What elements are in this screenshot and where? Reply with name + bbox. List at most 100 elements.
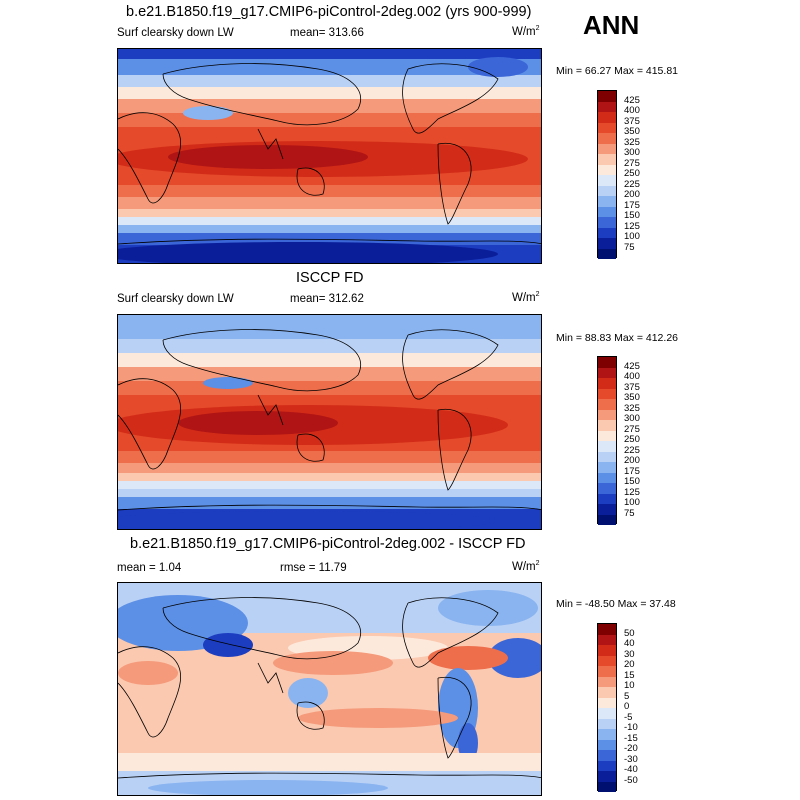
colorbar-swatch (598, 493, 616, 504)
colorbar-swatch (598, 409, 616, 420)
colorbar-tick-label: -50 (624, 774, 638, 786)
colorbar-tick-label: 225 (624, 178, 640, 190)
colorbar-swatch (598, 357, 616, 368)
colorbar-swatch (598, 133, 616, 144)
colorbar-swatch (598, 634, 616, 645)
panel3-map (117, 582, 542, 796)
panel1-variable-label: Surf clearsky down LW (117, 27, 234, 39)
colorbar-swatch (598, 750, 616, 761)
colorbar-tick-label: 75 (624, 507, 635, 519)
colorbar-tick-label: 275 (624, 423, 640, 435)
colorbar-tick-label: 5 (624, 690, 630, 702)
colorbar-swatch (598, 708, 616, 719)
colorbar-tick-label: 250 (624, 434, 640, 445)
colorbar-swatch (598, 420, 616, 431)
colorbar-swatch (598, 739, 616, 750)
panel2-minmax: Min = 88.83 Max = 412.26 (556, 332, 678, 344)
colorbar-tick-label: 225 (624, 444, 640, 456)
panel2-mean-label: mean= 312.62 (290, 293, 364, 305)
colorbar-tick-label: 50 (624, 627, 635, 639)
colorbar-swatch (598, 185, 616, 196)
colorbar-swatch (598, 122, 616, 133)
panel3-units: W/m2 (512, 560, 540, 573)
colorbar-swatch (598, 143, 616, 154)
colorbar-tick-label: 150 (624, 476, 640, 487)
colorbar-swatch (598, 451, 616, 462)
colorbar-swatch (598, 399, 616, 410)
colorbar-swatch (598, 666, 616, 677)
colorbar-tick-label: 75 (624, 241, 635, 253)
colorbar-tick-label: 100 (624, 231, 640, 242)
colorbar-swatch (598, 645, 616, 656)
panel2-units: W/m2 (512, 291, 540, 304)
colorbar-tick-label: 10 (624, 680, 635, 691)
colorbar-swatch (598, 771, 616, 782)
colorbar-swatch (598, 514, 616, 525)
panel2-colorbar (597, 356, 617, 525)
colorbar-swatch (598, 238, 616, 249)
colorbar-tick-label: 30 (624, 648, 635, 660)
panel3-title: b.e21.B1850.f19_g17.CMIP6-piControl-2deg… (130, 536, 526, 552)
colorbar-swatch (598, 154, 616, 165)
colorbar-swatch (598, 655, 616, 666)
colorbar-swatch (598, 483, 616, 494)
colorbar-swatch (598, 101, 616, 112)
colorbar-swatch (598, 697, 616, 708)
colorbar-swatch (598, 781, 616, 792)
colorbar-tick-label: 200 (624, 189, 640, 200)
colorbar-swatch (598, 388, 616, 399)
panel2-title: ISCCP FD (296, 270, 364, 286)
season-label: ANN (583, 10, 640, 40)
panel1-minmax: Min = 66.27 Max = 415.81 (556, 65, 678, 77)
colorbar-tick-label: -40 (624, 764, 638, 775)
colorbar-swatch (598, 624, 616, 635)
colorbar-tick-label: 350 (624, 392, 640, 403)
colorbar-tick-label: 375 (624, 381, 640, 393)
colorbar-tick-label: 375 (624, 115, 640, 127)
colorbar-swatch (598, 462, 616, 473)
colorbar-swatch (598, 196, 616, 207)
colorbar-tick-label: 20 (624, 659, 635, 670)
panel3-rmse-label: rmse = 11.79 (280, 562, 347, 574)
panel3-mean-label: mean = 1.04 (117, 562, 182, 574)
colorbar-tick-label: 400 (624, 105, 640, 116)
panel2-map (117, 314, 542, 530)
colorbar-swatch (598, 430, 616, 441)
colorbar-tick-label: 125 (624, 486, 640, 498)
colorbar-swatch (598, 175, 616, 186)
colorbar-tick-label: 15 (624, 669, 635, 681)
colorbar-tick-label: 300 (624, 147, 640, 158)
colorbar-tick-label: -10 (624, 722, 638, 733)
colorbar-swatch (598, 504, 616, 515)
colorbar-swatch (598, 687, 616, 698)
colorbar-swatch (598, 676, 616, 687)
colorbar-tick-label: 200 (624, 455, 640, 466)
colorbar-swatch (598, 112, 616, 123)
colorbar-tick-label: -5 (624, 711, 633, 723)
colorbar-tick-label: 325 (624, 136, 640, 148)
panel1-mean-label: mean= 313.66 (290, 27, 364, 39)
panel2-variable-label: Surf clearsky down LW (117, 293, 234, 305)
colorbar-tick-label: -30 (624, 753, 638, 765)
panel3-minmax: Min = -48.50 Max = 37.48 (556, 598, 676, 610)
colorbar-swatch (598, 164, 616, 175)
colorbar-tick-label: 0 (624, 701, 630, 712)
colorbar-swatch (598, 441, 616, 452)
colorbar-tick-label: 250 (624, 168, 640, 179)
colorbar-swatch (598, 718, 616, 729)
panel1-title: b.e21.B1850.f19_g17.CMIP6-piControl-2deg… (126, 4, 532, 20)
colorbar-tick-label: 175 (624, 199, 640, 211)
colorbar-swatch (598, 248, 616, 259)
colorbar-tick-label: 175 (624, 465, 640, 477)
colorbar-swatch (598, 367, 616, 378)
colorbar-tick-label: 40 (624, 638, 635, 649)
colorbar-tick-label: -20 (624, 743, 638, 754)
colorbar-tick-label: 275 (624, 157, 640, 169)
colorbar-tick-label: 425 (624, 360, 640, 372)
panel1-map (117, 48, 542, 264)
colorbar-tick-label: 425 (624, 94, 640, 106)
panel1-map-field (118, 49, 541, 263)
colorbar-tick-label: 400 (624, 371, 640, 382)
colorbar-tick-label: 150 (624, 210, 640, 221)
colorbar-swatch (598, 472, 616, 483)
